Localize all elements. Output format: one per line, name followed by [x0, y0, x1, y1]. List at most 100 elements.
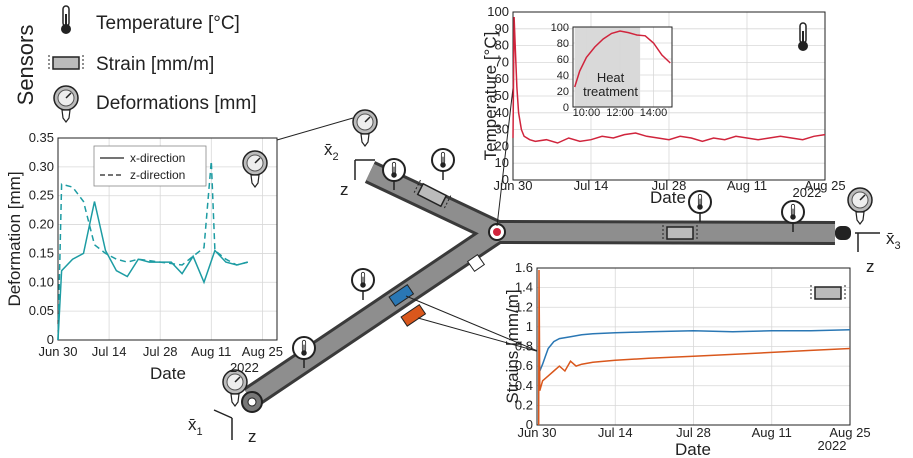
axis-symbol: x̄2: [324, 140, 339, 163]
x-axis-year: 2022: [818, 438, 847, 453]
axis-symbol-index: 3: [895, 240, 901, 252]
y-tick-label: 100: [551, 22, 569, 34]
y-tick-label: 40: [495, 105, 509, 120]
data-line: [512, 16, 826, 144]
strain-gauge: [662, 224, 698, 242]
deformation-sensor: [847, 187, 873, 225]
y-tick-label: 20: [495, 138, 509, 153]
axis-symbol: x̄3: [886, 229, 901, 252]
y-tick-label: 0.35: [29, 130, 54, 145]
y-tick-label: 0: [502, 172, 509, 187]
x-tick-label: Aug 11: [727, 178, 767, 193]
temperature-sensor: [352, 269, 374, 300]
axis-symbol-z: z: [340, 180, 349, 199]
y-tick-label: 80: [495, 38, 509, 53]
y-tick-label: 0.8: [515, 339, 533, 354]
x-tick-label: Aug 25: [829, 425, 870, 440]
y-tick-label: 0: [563, 102, 569, 114]
y-tick-label: 50: [495, 88, 509, 103]
axis-symbol-x: x̄: [324, 140, 333, 159]
chart-icon: [810, 284, 846, 302]
x-tick-label: Jul 14: [574, 178, 609, 193]
data-line: [57, 201, 248, 341]
y-tick-label: 1.6: [515, 260, 533, 275]
y-tick-label: 10: [495, 155, 509, 170]
thermometer-icon: [60, 5, 72, 35]
axis-symbol-index: 2: [333, 151, 339, 163]
y-tick-label: 0: [47, 332, 54, 347]
x-axis-title: Date: [650, 188, 686, 207]
x-tick-label: Aug 11: [191, 344, 231, 359]
x-axis-year: 2022: [793, 185, 822, 200]
y-tick-label: 0.25: [29, 188, 54, 203]
y-tick-label: 0.2: [515, 397, 533, 412]
x-tick-label: Jun 30: [493, 178, 532, 193]
y-tick-label: 0.10: [29, 274, 54, 289]
x-axis-title: Date: [675, 440, 711, 458]
y-tick-label: 30: [495, 122, 509, 137]
annotation: Heat: [597, 70, 625, 85]
shaded-region: [574, 27, 641, 107]
axis-symbol: x̄1: [188, 415, 203, 438]
strain-gauge-orange: [400, 304, 427, 327]
axis-symbol-index: 1: [197, 426, 203, 438]
chart: 0 0.05 0.10 0.15 0.20 0.25 0.30 0.35 Jun 30 Jul 1…: [5, 130, 283, 383]
x-tick-label: Aug 25: [242, 344, 283, 359]
legend-box: [93, 145, 207, 187]
y-tick-label: 1.2: [515, 299, 533, 314]
y-tick-label: 100: [487, 4, 509, 19]
coordinate-axes: [213, 159, 880, 440]
deformation-sensor: [352, 109, 378, 147]
y-tick-label: 0.30: [29, 159, 54, 174]
y-tick-label: 60: [557, 54, 569, 66]
y-tick-label: 20: [557, 86, 569, 98]
y-axis-title: Deformation [mm]: [5, 171, 24, 306]
axis-symbol-x: x̄: [188, 415, 197, 434]
x-tick-label: Jun 30: [38, 344, 77, 359]
y-axis-title: Strains [mm/m]: [503, 289, 522, 403]
legend-item: Temperature [°C]: [96, 13, 240, 34]
y-tick-label: 0.20: [29, 217, 54, 232]
legend-label: z-direction: [130, 168, 185, 182]
y-tick-label: 1.4: [515, 280, 533, 295]
axis-symbol-x: x̄: [886, 229, 895, 248]
y-tick-label: 1: [526, 319, 533, 334]
temperature-sensor: [432, 149, 454, 180]
y-tick-label: 70: [495, 54, 509, 69]
y-tick-label: 0.15: [29, 245, 54, 260]
x-tick-label: 14:00: [640, 107, 668, 119]
gauge-icon: [53, 85, 79, 123]
strain-icon: [48, 54, 84, 72]
x-tick-label: Jul 28: [143, 344, 178, 359]
beam: [241, 161, 851, 413]
data-line: [57, 161, 248, 341]
chart: 0 0.2 0.4 0.6 0.8 1 1.2 1.4 1.6 Jun 30 Jul 14 Jul 2…: [503, 260, 871, 458]
axis-symbol-z: z: [866, 257, 875, 276]
y-axis-title: Temperature [°C]: [481, 32, 500, 161]
x-tick-label: Aug 11: [752, 425, 792, 440]
y-tick-label: 0.05: [29, 303, 54, 318]
annotation: treatment: [583, 84, 638, 99]
x-tick-label: 10:00: [573, 107, 601, 119]
y-tick-label: 0.6: [515, 358, 533, 373]
chart-icon: [797, 22, 809, 52]
plot-frame: [57, 137, 278, 341]
y-tick-label: 80: [557, 38, 569, 50]
data-line: [539, 329, 851, 372]
x-tick-label: 12:00: [606, 107, 634, 119]
x-tick-label: Jul 28: [676, 425, 711, 440]
legend-item: Deformations [mm]: [96, 93, 256, 114]
axis-symbol-z: z: [248, 427, 257, 446]
legend-title: Sensors: [13, 25, 38, 106]
x-tick-label: Jul 28: [652, 178, 687, 193]
x-tick-label: Jul 14: [92, 344, 127, 359]
data-line: [573, 30, 671, 88]
x-tick-label: Jul 14: [598, 425, 633, 440]
strain-gauge-blue: [388, 284, 415, 307]
y-tick-label: 0.4: [515, 378, 533, 393]
x-axis-year: 2022: [230, 360, 259, 375]
legend-item: Strain [mm/m]: [96, 54, 214, 75]
